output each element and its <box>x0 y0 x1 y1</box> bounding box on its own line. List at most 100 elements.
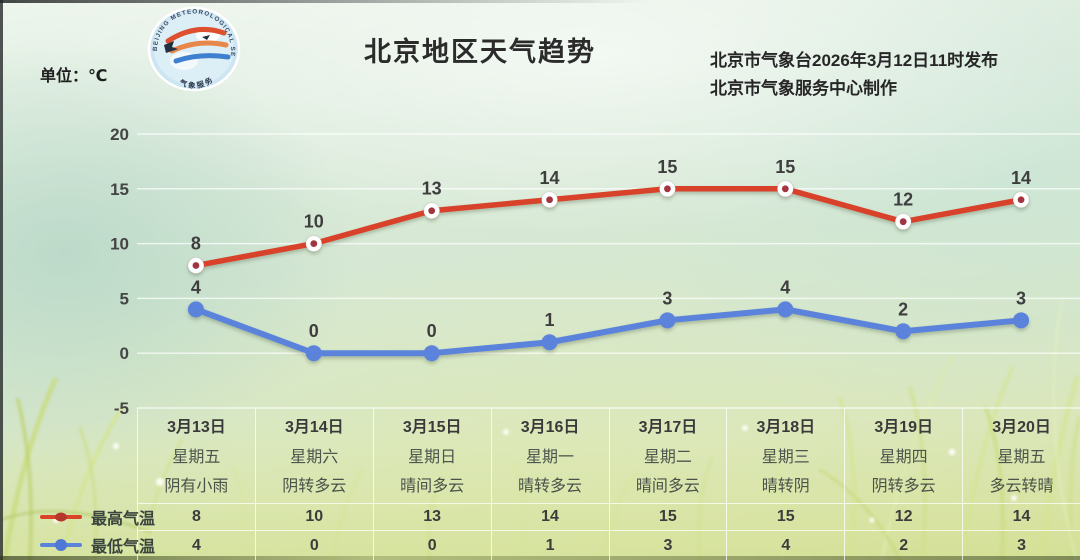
day-header: 3月17日星期二晴间多云 <box>610 408 727 503</box>
data-point-center <box>428 207 436 215</box>
max-temp-line-icon <box>40 512 82 521</box>
day-high-value: 10 <box>255 503 373 530</box>
day-header: 3月19日 星期四 阴转多云 <box>845 408 962 503</box>
day-column: 3月19日 星期四 阴转多云 12 2 <box>844 408 963 560</box>
day-high-value: 13 <box>373 503 491 530</box>
y-tick-label: 5 <box>120 289 129 308</box>
data-point-center <box>664 185 671 193</box>
day-header: 3月15日 星期日 晴间多云 <box>374 408 491 503</box>
day-low-value: 2 <box>845 530 963 560</box>
data-point-marker <box>1012 191 1030 209</box>
legend-row-min-temp: 最低气温 <box>40 530 155 560</box>
gridlines: 20 15 10 5 0 -5 <box>110 125 1080 418</box>
day-low-value: 0 <box>373 530 491 560</box>
data-label: 4 <box>191 277 201 297</box>
data-label: 0 <box>427 321 437 341</box>
legend-label-max: 最高气温 <box>91 510 156 528</box>
day-weekday: 星期二 <box>643 448 692 466</box>
data-point-marker <box>659 312 676 329</box>
day-weather: 阴转多云 <box>282 478 347 495</box>
day-header: 3月13日 星期五 阴有小雨 <box>138 408 255 503</box>
day-high-value: 15 <box>727 503 845 530</box>
data-point-marker <box>777 301 794 318</box>
publisher-info: 北京市气象台2026年3月12日11时发布 北京市气象服务中心制作 <box>710 47 998 103</box>
day-low-value: 0 <box>255 530 373 560</box>
data-label: 10 <box>304 212 324 232</box>
day-weekday: 星期一 <box>526 448 575 466</box>
data-label: 8 <box>191 234 201 254</box>
day-weekday: 星期四 <box>879 448 928 466</box>
day-weather: 晴间多云 <box>635 478 700 495</box>
data-point-center <box>310 240 318 248</box>
day-low-value: 3 <box>609 530 727 560</box>
data-label: 1 <box>545 310 555 330</box>
day-weather: 晴间多云 <box>400 478 465 495</box>
data-label: 3 <box>1016 288 1026 308</box>
min-temp-line-icon <box>40 539 82 551</box>
min-temp-series <box>187 301 1030 362</box>
data-point-center <box>192 262 200 269</box>
day-low-value: 1 <box>491 530 609 560</box>
data-point-marker <box>187 301 204 318</box>
data-point-center <box>1017 196 1025 204</box>
data-point-marker <box>305 345 322 362</box>
page-title: 北京地区天气趋势 <box>364 37 596 67</box>
day-high-value: 8 <box>138 503 255 530</box>
unit-label: 单位：℃ <box>40 68 108 85</box>
day-high-value: 12 <box>845 503 963 530</box>
day-low-value: 4 <box>727 530 845 560</box>
day-weather: 阴有小雨 <box>164 478 229 495</box>
max-temp-line <box>193 186 1024 269</box>
day-date: 3月16日 <box>520 419 580 436</box>
day-high-value: 14 <box>963 503 1080 530</box>
data-point-marker <box>541 334 558 351</box>
logo-bottom-text: 气象服务 <box>177 74 214 91</box>
data-point-marker <box>1013 312 1030 329</box>
data-label: 14 <box>1011 168 1031 188</box>
data-label: 2 <box>898 299 908 319</box>
data-point-marker <box>541 191 559 209</box>
data-point-marker <box>187 257 205 275</box>
day-column: 3月17日 星期二 晴间多云 15 3 <box>608 408 727 560</box>
data-point-marker <box>776 180 794 198</box>
y-tick-label: 15 <box>110 180 129 199</box>
day-weather: 晴转多云 <box>518 478 583 495</box>
photo-edge-bottom <box>0 556 1080 560</box>
day-weekday: 星期五 <box>997 448 1046 466</box>
data-point-center <box>781 185 789 193</box>
data-label: 4 <box>780 277 790 297</box>
day-date: 3月18日 <box>756 419 816 436</box>
data-point-marker <box>305 235 323 253</box>
day-column: 3月16日 星期一 晴转多云 14 1 <box>490 408 609 560</box>
day-date: 3月19日 <box>874 419 934 436</box>
produced-line: 北京市气象服务中心制作 <box>710 79 897 98</box>
data-label: 13 <box>422 179 442 199</box>
chart-legend: 最高气温 最低气温 <box>40 503 155 560</box>
y-tick-label: 20 <box>110 125 129 144</box>
day-weekday: 星期五 <box>172 448 221 466</box>
data-point-marker <box>423 202 441 220</box>
y-tick-label: -5 <box>114 399 129 418</box>
y-tick-label: 10 <box>110 235 129 254</box>
issued-line: 北京市气象台2026年3月12日11时发布 <box>710 51 999 70</box>
daily-forecast-table: 3月13日 星期五 阴有小雨 8 4 3月14日 星期六 阴转多云 10 0 3月15日 星期日 晴间多… <box>137 408 1080 560</box>
day-column: 3月18日 星期三 晴转阴 15 4 <box>726 408 845 560</box>
data-label: 3 <box>662 288 672 308</box>
day-weather: 多云转晴 <box>989 478 1054 495</box>
data-point-marker <box>658 180 676 198</box>
min-temp-line <box>192 306 1025 357</box>
legend-label-min: 最低气温 <box>91 539 156 556</box>
data-point-marker <box>894 213 912 231</box>
data-label: 15 <box>775 157 795 177</box>
data-point-center <box>899 218 907 226</box>
svg-text:气象服务: 气象服务 <box>177 74 216 91</box>
day-high-value: 15 <box>609 503 727 530</box>
day-column: 3月14日 星期六 阴转多云 10 0 <box>254 408 373 560</box>
day-weekday: 星期日 <box>408 448 457 466</box>
data-label: 14 <box>540 168 560 188</box>
data-point-marker <box>423 345 440 362</box>
day-date: 3月20日 <box>992 419 1051 436</box>
meteorological-service-logo-icon: BEIJING METEOROLOGICAL SERVICE 气象服务 <box>147 6 241 92</box>
day-date: 3月17日 <box>638 419 698 436</box>
